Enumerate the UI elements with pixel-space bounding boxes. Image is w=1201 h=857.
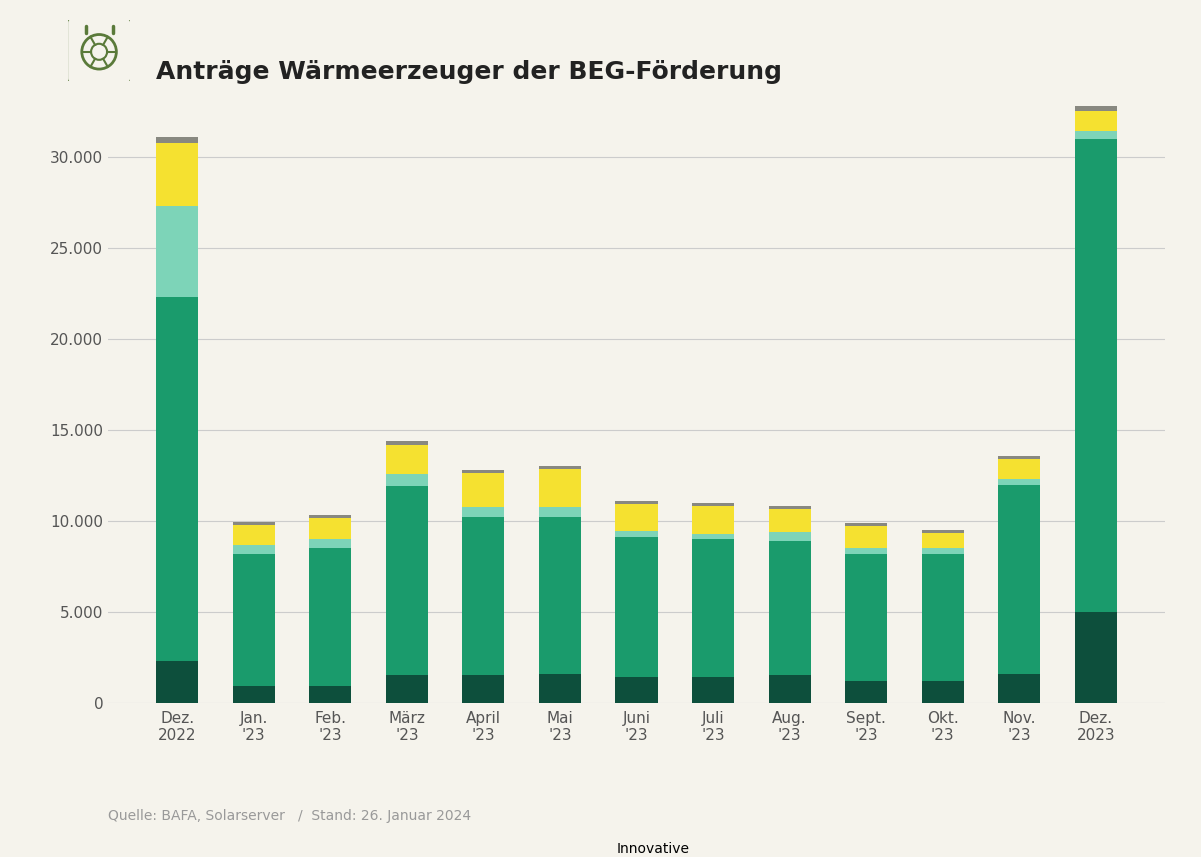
Bar — [921, 681, 964, 703]
Bar — [156, 143, 198, 207]
Bar — [462, 507, 504, 518]
Bar — [233, 524, 275, 544]
Bar — [692, 539, 734, 677]
Bar — [386, 474, 428, 487]
Bar — [615, 531, 658, 537]
Bar — [539, 469, 581, 507]
Bar — [921, 533, 964, 548]
Bar — [692, 503, 734, 506]
Bar — [539, 466, 581, 469]
Bar — [846, 548, 888, 554]
Text: Quelle: BAFA, Solarserver   /  Stand: 26. Januar 2024: Quelle: BAFA, Solarserver / Stand: 26. J… — [108, 809, 471, 823]
Bar — [386, 487, 428, 675]
Bar — [233, 522, 275, 524]
Bar — [615, 501, 658, 504]
Bar — [156, 297, 198, 661]
Bar — [233, 686, 275, 703]
Bar — [998, 674, 1040, 703]
Bar — [846, 554, 888, 681]
Bar — [462, 518, 504, 675]
Bar — [539, 674, 581, 703]
Bar — [233, 554, 275, 686]
Bar — [1075, 131, 1117, 139]
Bar — [998, 479, 1040, 484]
Bar — [692, 677, 734, 703]
Bar — [309, 518, 352, 539]
Bar — [769, 532, 811, 541]
Bar — [156, 661, 198, 703]
Bar — [386, 675, 428, 703]
Bar — [769, 541, 811, 675]
Bar — [998, 459, 1040, 479]
Bar — [846, 526, 888, 548]
Bar — [156, 207, 198, 297]
Bar — [921, 530, 964, 533]
Bar — [846, 681, 888, 703]
Bar — [998, 484, 1040, 674]
Bar — [386, 445, 428, 474]
Bar — [769, 506, 811, 509]
Bar — [156, 137, 198, 143]
Bar — [462, 470, 504, 473]
Bar — [846, 523, 888, 526]
Bar — [462, 473, 504, 507]
Bar — [998, 456, 1040, 459]
Bar — [1075, 106, 1117, 111]
Bar — [539, 507, 581, 518]
Bar — [233, 544, 275, 554]
Bar — [1075, 139, 1117, 612]
Bar — [615, 537, 658, 677]
Bar — [921, 554, 964, 681]
Bar — [769, 509, 811, 532]
Bar — [921, 548, 964, 554]
Bar — [769, 675, 811, 703]
Bar — [615, 504, 658, 531]
Bar — [462, 675, 504, 703]
Bar — [692, 534, 734, 539]
Bar — [1075, 612, 1117, 703]
Bar — [309, 514, 352, 518]
Bar — [309, 686, 352, 703]
Text: Anträge Wärmeerzeuger der BEG-Förderung: Anträge Wärmeerzeuger der BEG-Förderung — [156, 60, 782, 84]
Bar — [692, 506, 734, 534]
Bar — [539, 518, 581, 674]
Legend: Wärmenetze, Wärmepumpe, Biomasse, Solarthermie, Innovative
Heizungstechnologien/: Wärmenetze, Wärmepumpe, Biomasse, Solart… — [104, 842, 775, 857]
Bar — [386, 441, 428, 445]
Bar — [1075, 111, 1117, 131]
Bar — [309, 548, 352, 686]
Bar — [309, 539, 352, 548]
Bar — [615, 677, 658, 703]
